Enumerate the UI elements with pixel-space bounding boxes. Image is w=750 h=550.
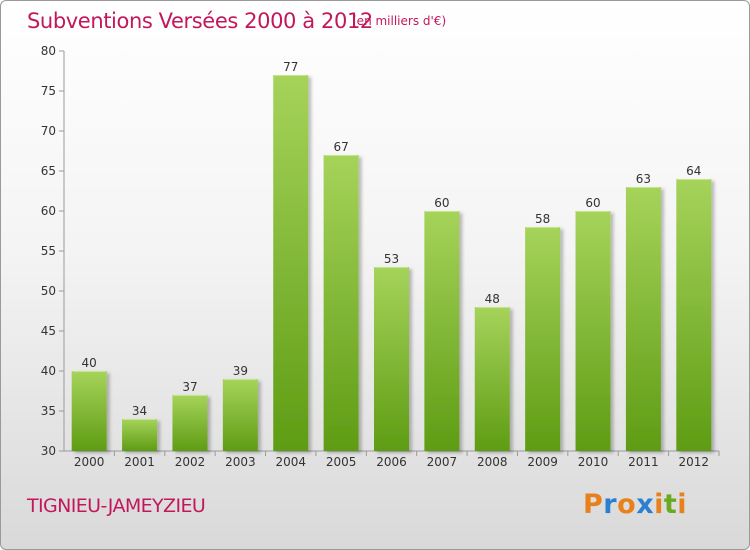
data-label-2002: 37 bbox=[182, 380, 197, 394]
x-tick-label-2000: 2000 bbox=[74, 455, 105, 469]
x-tick-label-2007: 2007 bbox=[427, 455, 458, 469]
data-label-2005: 67 bbox=[333, 140, 348, 154]
x-tick-label-2009: 2009 bbox=[527, 455, 558, 469]
bar-2010 bbox=[575, 211, 611, 451]
bar-2009 bbox=[525, 227, 561, 451]
bar-2002 bbox=[172, 395, 208, 451]
y-tick-label: 75 bbox=[41, 84, 56, 98]
bar-2006 bbox=[374, 267, 409, 451]
bar-2007 bbox=[424, 211, 460, 451]
chart-subtitle: (en milliers d'€) bbox=[352, 14, 447, 28]
bar-2008 bbox=[474, 307, 510, 451]
data-label-2011: 63 bbox=[636, 172, 651, 186]
x-tick-label-2004: 2004 bbox=[275, 455, 306, 469]
logo-letter: x bbox=[636, 489, 655, 520]
logo-letter: i bbox=[654, 489, 664, 520]
data-label-2003: 39 bbox=[233, 364, 248, 378]
x-tick-label-2011: 2011 bbox=[628, 455, 659, 469]
bar-2011 bbox=[625, 187, 661, 451]
bar-2001 bbox=[122, 419, 158, 451]
x-tick-label-2008: 2008 bbox=[477, 455, 508, 469]
y-tick-label: 65 bbox=[41, 164, 56, 178]
data-label-2000: 40 bbox=[82, 356, 97, 370]
data-label-2001: 34 bbox=[132, 404, 147, 418]
y-tick-label: 50 bbox=[41, 284, 56, 298]
chart-title: Subventions Versées 2000 à 2012 bbox=[27, 9, 373, 33]
x-tick-label-2012: 2012 bbox=[679, 455, 710, 469]
data-label-2009: 58 bbox=[535, 212, 550, 226]
data-label-2010: 60 bbox=[585, 196, 600, 210]
x-tick-label-2010: 2010 bbox=[578, 455, 609, 469]
bar-2005 bbox=[323, 155, 359, 451]
data-label-2007: 60 bbox=[434, 196, 449, 210]
x-tick-label-2001: 2001 bbox=[124, 455, 155, 469]
y-tick-label: 70 bbox=[41, 124, 56, 138]
x-tick-label-2005: 2005 bbox=[326, 455, 357, 469]
bar-2004 bbox=[273, 75, 309, 451]
bar-2003 bbox=[222, 379, 258, 451]
y-tick-label: 30 bbox=[41, 444, 56, 458]
y-tick-label: 60 bbox=[41, 204, 56, 218]
y-tick-label: 40 bbox=[41, 364, 56, 378]
y-tick-label: 80 bbox=[41, 44, 56, 58]
proxiti-logo: Proxiti bbox=[583, 489, 687, 520]
logo-letter: r bbox=[603, 489, 618, 520]
data-label-2012: 64 bbox=[686, 164, 701, 178]
data-label-2006: 53 bbox=[384, 252, 399, 266]
x-tick-label-2003: 2003 bbox=[225, 455, 256, 469]
logo-letter: i bbox=[677, 489, 688, 520]
y-tick-label: 35 bbox=[41, 404, 56, 418]
logo-letter: o bbox=[617, 489, 637, 520]
bar-2012 bbox=[676, 179, 712, 451]
x-tick-label-2006: 2006 bbox=[376, 455, 407, 469]
data-label-2008: 48 bbox=[485, 292, 500, 306]
bar-2000 bbox=[71, 371, 107, 451]
logo-letter: P bbox=[583, 489, 604, 520]
bar-chart: 30 35 40 45 50 55 60 65 70 75 80 2000 2001 2002 2003 20… bbox=[41, 44, 720, 469]
y-tick-label: 45 bbox=[41, 324, 56, 338]
logo-letter: t bbox=[663, 489, 678, 520]
data-label-2004: 77 bbox=[283, 60, 298, 74]
commune-name: TIGNIEU-JAMEYZIEU bbox=[27, 495, 206, 517]
x-tick-label-2002: 2002 bbox=[175, 455, 206, 469]
y-tick-label: 55 bbox=[41, 244, 56, 258]
